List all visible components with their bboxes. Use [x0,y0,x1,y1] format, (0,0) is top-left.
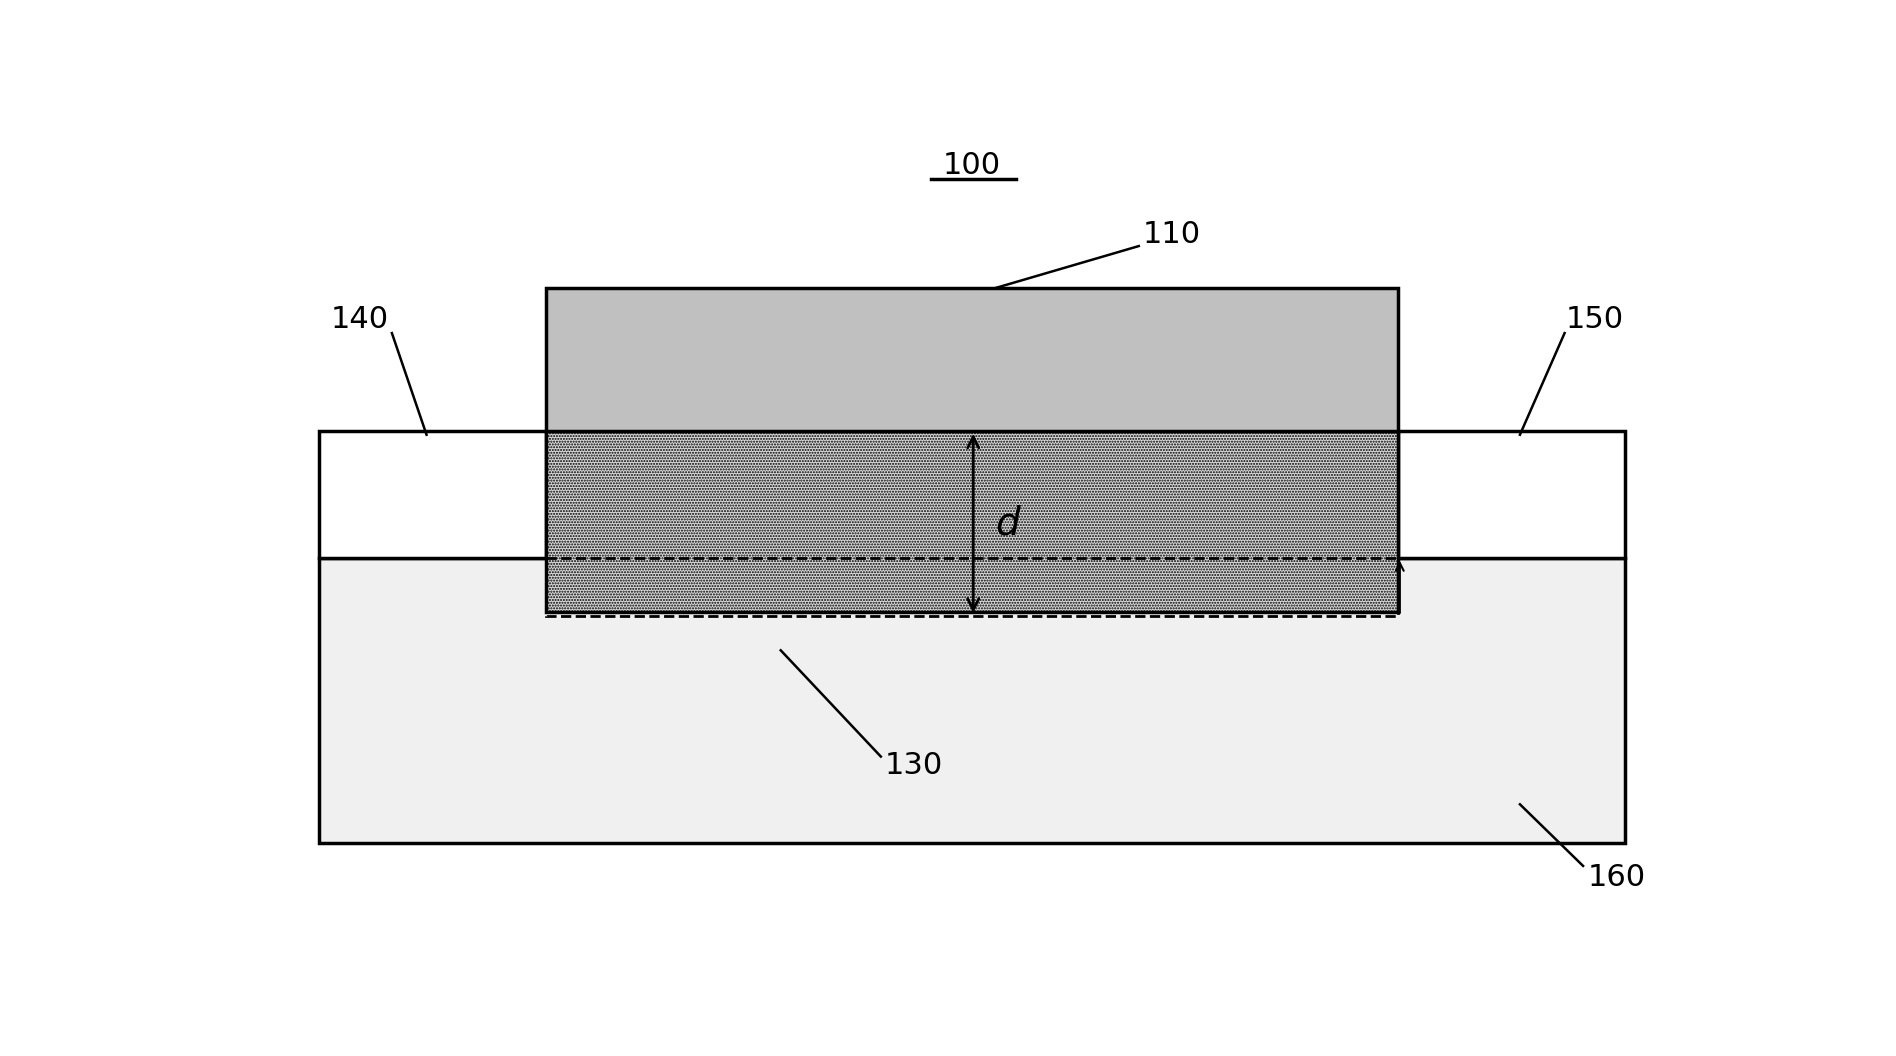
Bar [546,558,1397,616]
Text: 160: 160 [1587,863,1646,892]
Text: 140: 140 [330,305,389,334]
Bar [319,558,1625,843]
Text: 130: 130 [885,751,942,780]
Text: 150: 150 [1566,305,1625,334]
Text: d: d [995,505,1020,543]
Bar [546,431,1397,611]
Text: 120: 120 [1342,327,1401,357]
Text: 100: 100 [942,151,1001,180]
Bar [546,288,1397,431]
Bar [1397,431,1625,558]
Text: 110: 110 [1143,220,1200,249]
Bar [319,431,546,558]
